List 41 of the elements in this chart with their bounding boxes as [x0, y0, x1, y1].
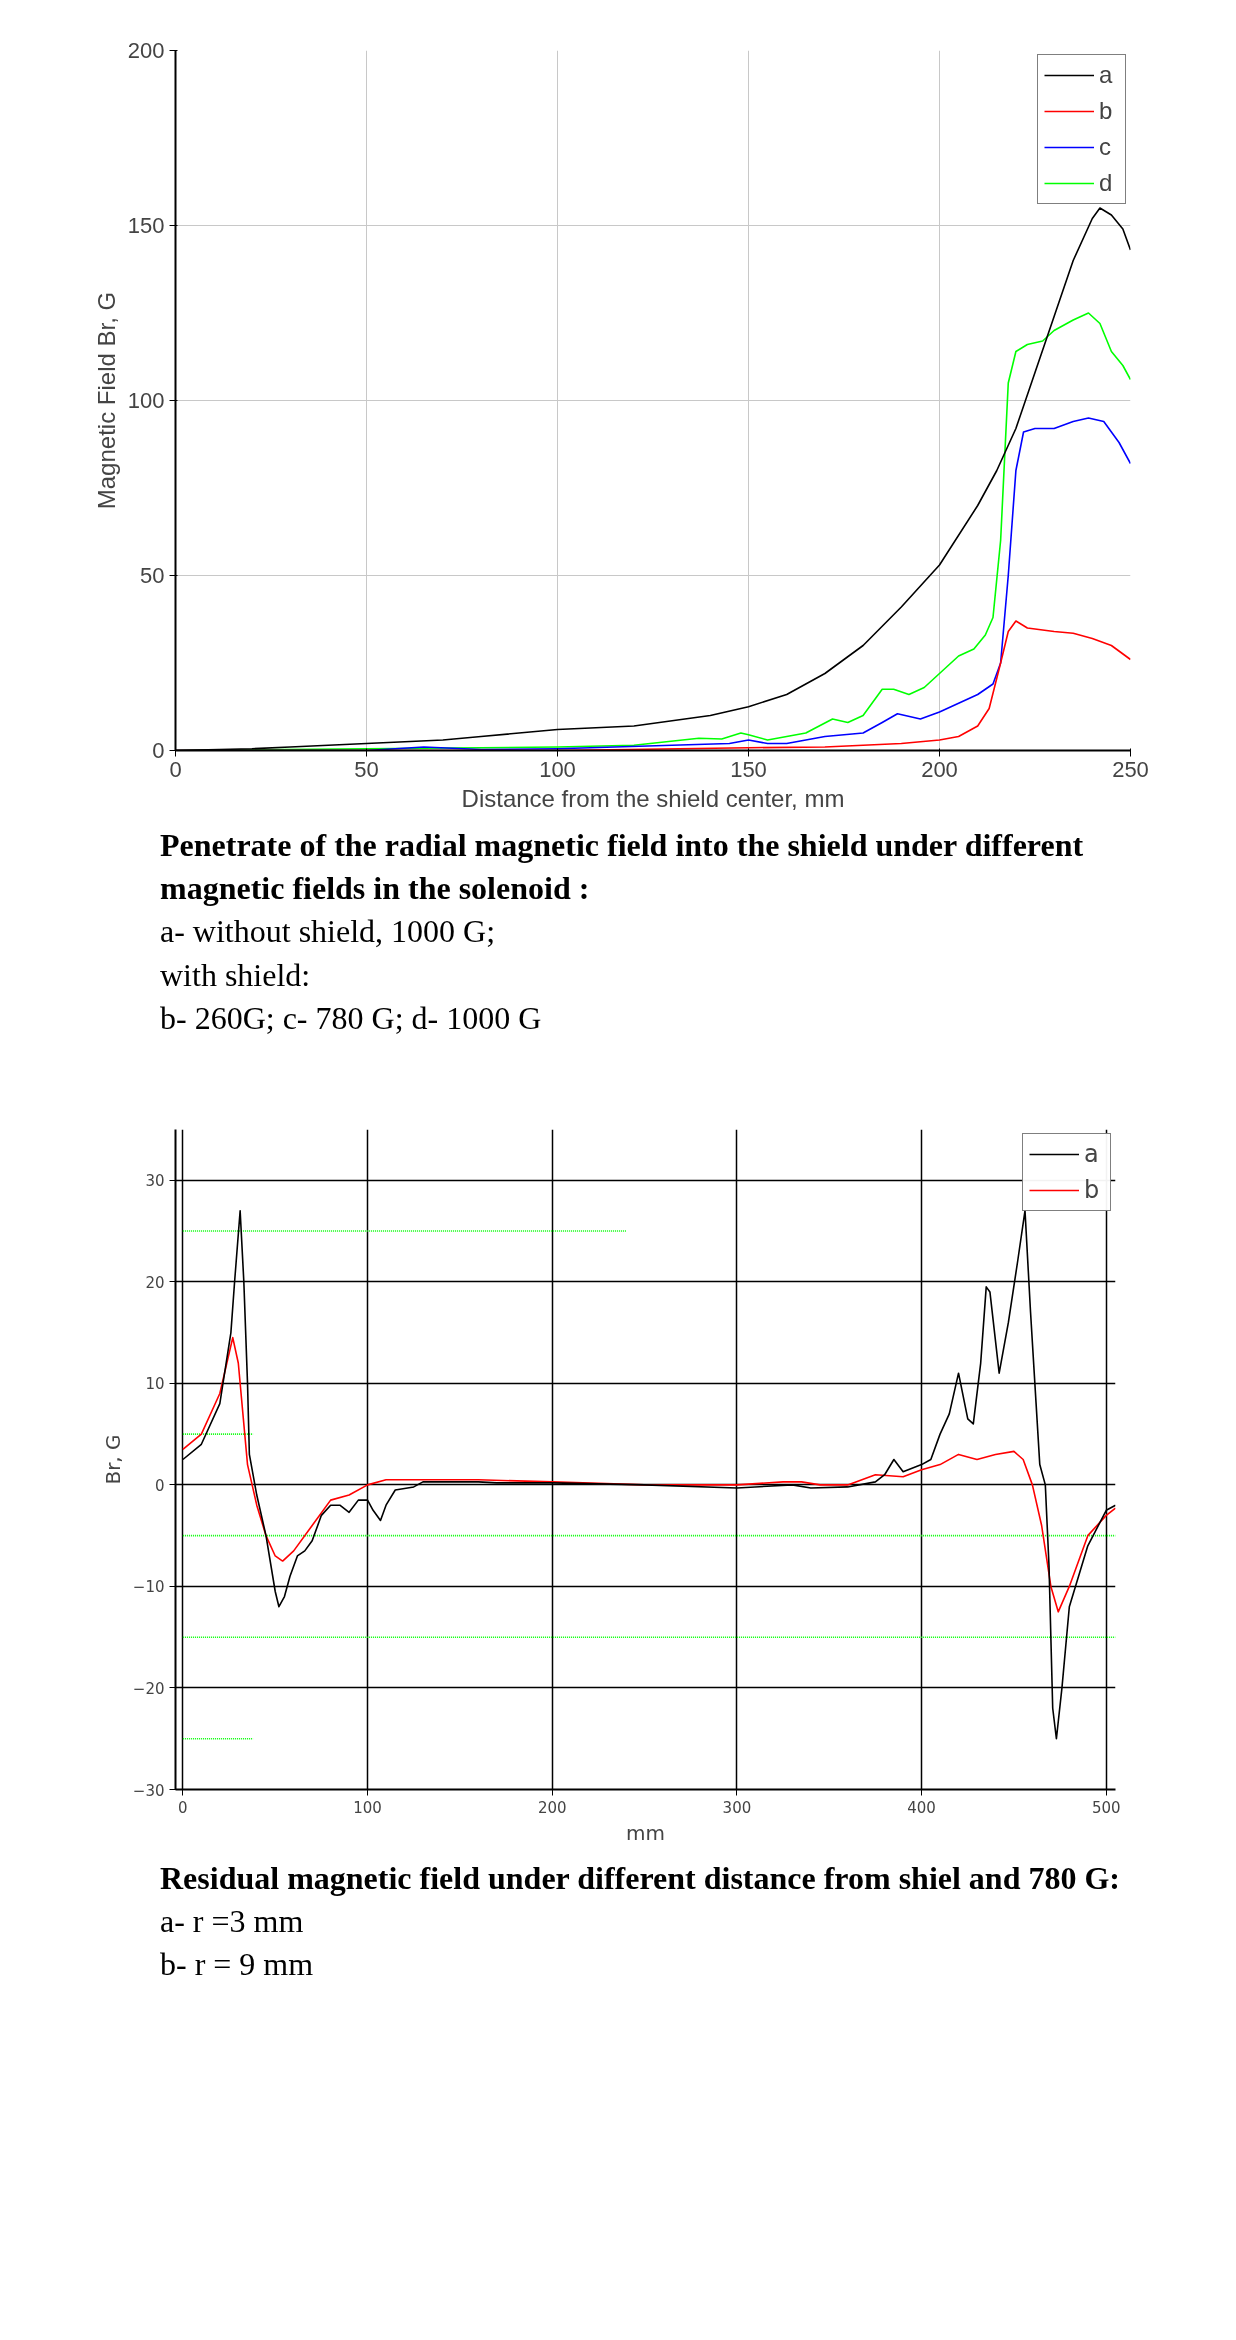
y-tick-label: 150 [127, 213, 165, 238]
text: Residual magnetic field under different distance from shiel and 780 G: [160, 1859, 1120, 1898]
text: a- r =3 mm [160, 1902, 305, 1942]
y-tick-label: −20 [132, 1679, 165, 1698]
x-tick-label: 100 [353, 1798, 382, 1817]
y-tick-label: 100 [127, 388, 165, 413]
y-tick-label: 0 [152, 738, 165, 763]
text: b- r = 9 mm [160, 1945, 315, 1985]
y-tick-label: 200 [127, 38, 165, 63]
text: b- 260G; c- 780 G; d- 1000 G [160, 998, 543, 1038]
x-axis-title: mm [626, 1820, 665, 1845]
y-tick-label: −10 [132, 1578, 165, 1597]
legend-label: b [1084, 1176, 1101, 1204]
y-tick-label: −30 [132, 1781, 165, 1800]
y-tick-label: 0 [154, 1476, 165, 1495]
x-tick-label: 200 [537, 1798, 567, 1817]
legend-label: d [1099, 169, 1114, 197]
text: Penetrate of the radial magnetic field into the shield under different magnetic fields in the solenoid : [160, 826, 1085, 909]
x-tick-label: 0 [178, 1798, 188, 1817]
x-tick-label: 300 [722, 1798, 752, 1817]
x-tick-label: 250 [1112, 756, 1149, 782]
text: with shield: [160, 955, 312, 995]
x-tick-label: 50 [354, 756, 379, 782]
x-tick-label: 500 [1091, 1798, 1121, 1817]
y-tick-label: 30 [145, 1172, 165, 1191]
x-axis-title: Distance from the shield center, mm [461, 784, 845, 812]
legend-label: a [1099, 61, 1114, 89]
y-tick-label: 20 [145, 1273, 165, 1292]
legend-label: b [1099, 97, 1114, 125]
legend-label: c [1099, 133, 1112, 161]
y-axis-title: Br, G [100, 1434, 125, 1485]
y-tick-label: 50 [140, 563, 165, 588]
text: a- without shield, 1000 G; [160, 912, 497, 952]
x-tick-label: 400 [907, 1798, 936, 1817]
y-axis-title: Magnetic Field Br, G [92, 291, 120, 510]
x-tick-label: 200 [921, 756, 958, 782]
x-tick-label: 0 [169, 756, 182, 782]
x-tick-label: 150 [730, 756, 767, 782]
legend-label: a [1084, 1140, 1100, 1168]
y-tick-label: 10 [145, 1375, 165, 1394]
x-tick-label: 100 [539, 756, 576, 782]
